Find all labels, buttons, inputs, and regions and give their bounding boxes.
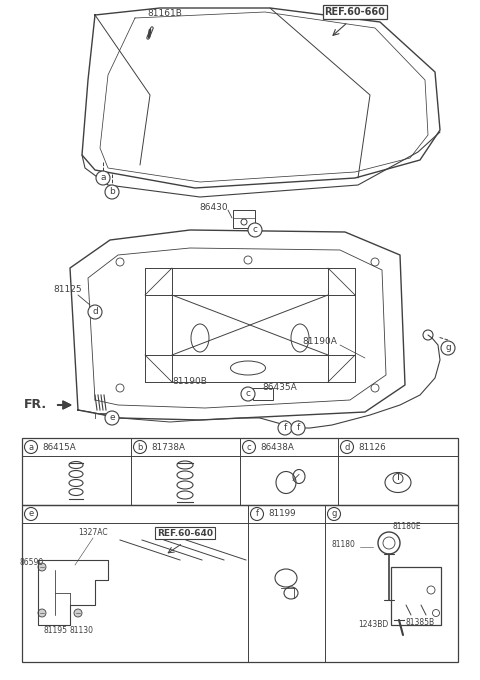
Circle shape xyxy=(291,421,305,435)
Bar xyxy=(253,388,273,400)
Text: g: g xyxy=(331,509,336,518)
Bar xyxy=(22,438,458,505)
Circle shape xyxy=(105,185,119,199)
Text: a: a xyxy=(100,173,106,182)
Text: a: a xyxy=(28,443,34,452)
Circle shape xyxy=(241,387,255,401)
Text: 81385B: 81385B xyxy=(406,618,434,627)
Text: 86415A: 86415A xyxy=(42,443,76,452)
Bar xyxy=(391,567,441,625)
Circle shape xyxy=(133,441,146,454)
Circle shape xyxy=(340,441,353,454)
Text: 1243BD: 1243BD xyxy=(358,620,388,629)
Text: d: d xyxy=(92,307,98,316)
Text: b: b xyxy=(137,443,143,452)
Text: 1327AC: 1327AC xyxy=(78,528,108,537)
Circle shape xyxy=(96,171,110,185)
Text: e: e xyxy=(109,413,115,422)
Text: 86430: 86430 xyxy=(199,203,228,212)
Text: FR.: FR. xyxy=(24,398,47,411)
Text: 81190A: 81190A xyxy=(302,337,337,347)
Text: 81126: 81126 xyxy=(358,443,385,452)
Bar xyxy=(233,210,255,228)
Circle shape xyxy=(248,223,262,237)
Text: 81738A: 81738A xyxy=(151,443,185,452)
Text: 86435A: 86435A xyxy=(262,384,297,392)
Text: f: f xyxy=(296,424,300,432)
Circle shape xyxy=(242,441,255,454)
Circle shape xyxy=(88,305,102,319)
Text: e: e xyxy=(28,509,34,518)
Text: f: f xyxy=(255,509,259,518)
Circle shape xyxy=(327,507,340,520)
Circle shape xyxy=(74,609,82,617)
Text: b: b xyxy=(109,188,115,197)
Text: 81180: 81180 xyxy=(331,540,355,549)
Text: 81161B: 81161B xyxy=(147,10,182,18)
Circle shape xyxy=(24,441,37,454)
Text: REF.60-660: REF.60-660 xyxy=(324,7,385,17)
Text: c: c xyxy=(252,226,257,235)
Circle shape xyxy=(38,563,46,571)
Text: 81199: 81199 xyxy=(268,509,296,518)
Circle shape xyxy=(441,341,455,355)
Text: 81180E: 81180E xyxy=(393,522,421,531)
Text: d: d xyxy=(344,443,350,452)
Circle shape xyxy=(105,411,119,425)
Text: 81125: 81125 xyxy=(54,286,82,294)
Text: c: c xyxy=(247,443,252,452)
Text: c: c xyxy=(245,390,251,398)
Text: REF.60-640: REF.60-640 xyxy=(157,528,213,537)
Text: g: g xyxy=(445,343,451,352)
Circle shape xyxy=(24,507,37,520)
Text: 81130: 81130 xyxy=(70,626,94,635)
Bar xyxy=(22,505,458,662)
Circle shape xyxy=(278,421,292,435)
Text: 86590: 86590 xyxy=(20,558,44,567)
Text: 81190B: 81190B xyxy=(172,377,207,386)
Text: f: f xyxy=(283,424,287,432)
Circle shape xyxy=(38,609,46,617)
Text: 86438A: 86438A xyxy=(260,443,294,452)
Circle shape xyxy=(251,507,264,520)
Text: 81195: 81195 xyxy=(43,626,67,635)
